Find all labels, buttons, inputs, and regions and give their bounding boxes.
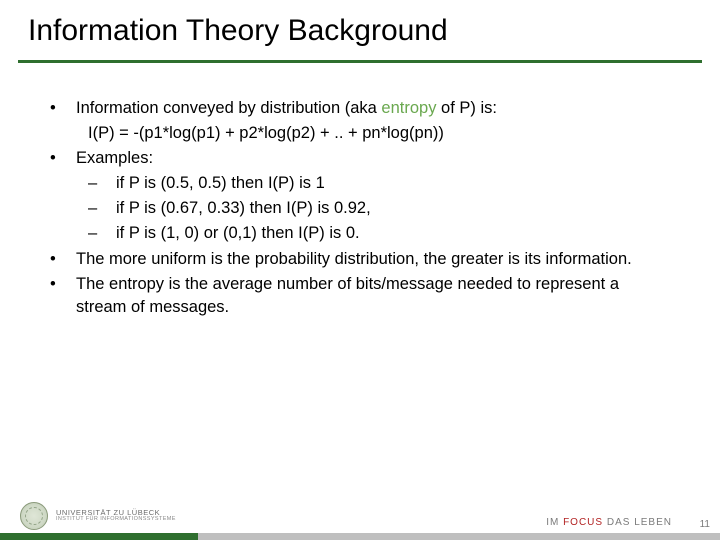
dash-marker: – [88,197,116,220]
sub-bullet-2-text: if P is (0.67, 0.33) then I(P) is 0.92, [116,197,670,220]
bullet-1-pre: Information conveyed by distribution (ak… [76,99,381,117]
footer: UNIVERSITÄT ZU LÜBECK INSTITUT FÜR INFOR… [0,494,720,540]
motto-post: DAS LEBEN [603,517,672,528]
motto-pre: IM [546,517,563,528]
footer-band-grey [198,533,720,540]
bullet-2-text: Examples: [76,147,670,170]
dash-marker: – [88,172,116,195]
page-number: 11 [700,519,710,530]
sub-bullet-3: – if P is (1, 0) or (0,1) then I(P) is 0… [50,222,670,245]
sub-bullet-2: – if P is (0.67, 0.33) then I(P) is 0.92… [50,197,670,220]
bullet-1: • Information conveyed by distribution (… [50,97,670,120]
bullet-1-formula: I(P) = -(p1*log(p1) + p2*log(p2) + .. + … [50,122,670,145]
sub-bullet-3-text: if P is (1, 0) or (0,1) then I(P) is 0. [116,222,670,245]
bullet-1-post: of P) is: [436,99,497,117]
bullet-marker: • [50,273,76,319]
bullet-marker: • [50,248,76,271]
entropy-word: entropy [381,99,436,117]
sub-bullet-1: – if P is (0.5, 0.5) then I(P) is 1 [50,172,670,195]
bullet-marker: • [50,147,76,170]
sub-bullet-1-text: if P is (0.5, 0.5) then I(P) is 1 [116,172,670,195]
bullet-3: • The more uniform is the probability di… [50,248,670,271]
bullet-marker: • [50,97,76,120]
content-area: • Information conveyed by distribution (… [0,63,720,321]
bullet-4: • The entropy is the average number of b… [50,273,670,319]
motto: IM FOCUS DAS LEBEN [546,517,672,528]
university-text: UNIVERSITÄT ZU LÜBECK INSTITUT FÜR INFOR… [56,509,176,523]
university-block: UNIVERSITÄT ZU LÜBECK INSTITUT FÜR INFOR… [20,502,176,530]
slide-title: Information Theory Background [28,14,702,48]
bullet-3-text: The more uniform is the probability dist… [76,248,670,271]
institute-name: INSTITUT FÜR INFORMATIONSSYSTEME [56,517,176,523]
bullet-2: • Examples: [50,147,670,170]
university-seal-icon [20,502,48,530]
bullet-1-text: Information conveyed by distribution (ak… [76,97,670,120]
title-area: Information Theory Background [0,0,720,54]
footer-band-green [0,533,198,540]
slide: Information Theory Background • Informat… [0,0,720,540]
motto-accent: FOCUS [563,517,603,528]
dash-marker: – [88,222,116,245]
bullet-4-text: The entropy is the average number of bit… [76,273,670,319]
